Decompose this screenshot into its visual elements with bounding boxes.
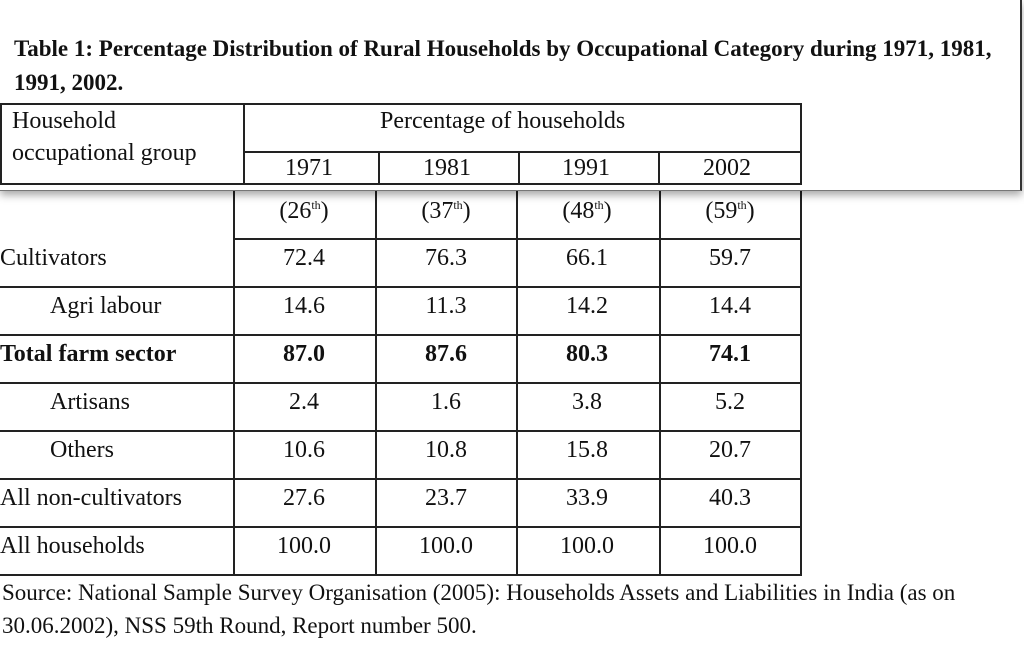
row-label: Artisans	[50, 389, 130, 415]
row-label: All non-cultivators	[0, 485, 182, 511]
header-top-border	[0, 103, 802, 105]
cell-value: 59.7	[709, 245, 751, 271]
row-border	[0, 574, 802, 576]
cell-value: 80.3	[566, 341, 608, 367]
cell-value: 1.6	[431, 389, 461, 415]
round-label: (59th)	[705, 198, 755, 224]
cell-value: 72.4	[283, 245, 325, 271]
year-header: 1971	[285, 155, 333, 181]
round-label: (37th)	[421, 198, 471, 224]
header-divider	[243, 103, 245, 185]
source-note: Source: National Sample Survey Organisat…	[2, 580, 956, 638]
cell-value: 27.6	[283, 485, 325, 511]
cell-value: 15.8	[566, 437, 608, 463]
cell-value: 33.9	[566, 485, 608, 511]
row-label: All households	[0, 533, 145, 559]
year-header: 1991	[562, 155, 610, 181]
year-header: 1981	[423, 155, 471, 181]
header-bottom-border	[0, 183, 802, 185]
round-label: (26th)	[279, 198, 329, 224]
row-label: Total farm sector	[0, 341, 177, 367]
cell-value: 20.7	[709, 437, 751, 463]
cell-value: 3.8	[572, 389, 602, 415]
cell-value: 5.2	[715, 389, 745, 415]
row-border	[0, 430, 802, 432]
row-border	[0, 526, 802, 528]
header-col-divider	[658, 151, 660, 185]
row-border	[0, 478, 802, 480]
cell-value: 10.6	[283, 437, 325, 463]
row-border	[0, 334, 802, 336]
header-mid-border	[243, 151, 802, 153]
cell-value: 11.3	[425, 293, 467, 319]
cell-value: 40.3	[709, 485, 751, 511]
row-border	[0, 286, 802, 288]
cell-value: 87.6	[425, 341, 467, 367]
row-label: Agri labour	[50, 293, 162, 319]
group-label-line2: occupational group	[12, 140, 197, 166]
cell-value: 100.0	[703, 533, 757, 559]
cell-value: 2.4	[289, 389, 319, 415]
header-col-divider	[518, 151, 520, 185]
cell-value: 76.3	[425, 245, 467, 271]
year-header: 2002	[703, 155, 751, 181]
cell-value: 100.0	[419, 533, 473, 559]
round-label: (48th)	[562, 198, 612, 224]
row-label: Others	[50, 437, 114, 463]
cell-value: 23.7	[425, 485, 467, 511]
cell-value: 100.0	[560, 533, 614, 559]
cell-value: 14.4	[709, 293, 751, 319]
header-col-divider	[378, 151, 380, 185]
row-border	[0, 382, 802, 384]
cell-value: 14.6	[283, 293, 325, 319]
cell-value: 14.2	[566, 293, 608, 319]
header-left-border	[0, 103, 2, 185]
percentage-label: Percentage of households	[380, 108, 626, 134]
cell-value: 74.1	[709, 341, 751, 367]
cell-value: 100.0	[277, 533, 331, 559]
row-border	[233, 238, 802, 240]
cell-value: 66.1	[566, 245, 608, 271]
table-body: (26th) (37th) (48th) (59th) Cultivators …	[0, 190, 1024, 655]
table-title: Table 1: Percentage Distribution of Rura…	[14, 36, 992, 95]
row-label: Cultivators	[0, 245, 107, 271]
header-right-border	[800, 103, 802, 185]
cell-value: 87.0	[283, 341, 325, 367]
header-card: Table 1: Percentage Distribution of Rura…	[0, 0, 1022, 191]
group-label-line1: Household	[12, 108, 116, 134]
cell-value: 10.8	[425, 437, 467, 463]
